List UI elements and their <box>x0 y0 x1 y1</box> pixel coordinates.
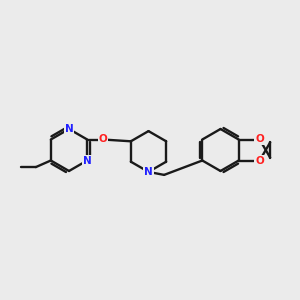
Text: N: N <box>64 124 74 134</box>
Text: N: N <box>144 167 153 177</box>
Text: O: O <box>255 134 264 145</box>
Text: N: N <box>83 155 92 166</box>
Text: O: O <box>98 134 107 145</box>
Text: O: O <box>255 155 264 166</box>
